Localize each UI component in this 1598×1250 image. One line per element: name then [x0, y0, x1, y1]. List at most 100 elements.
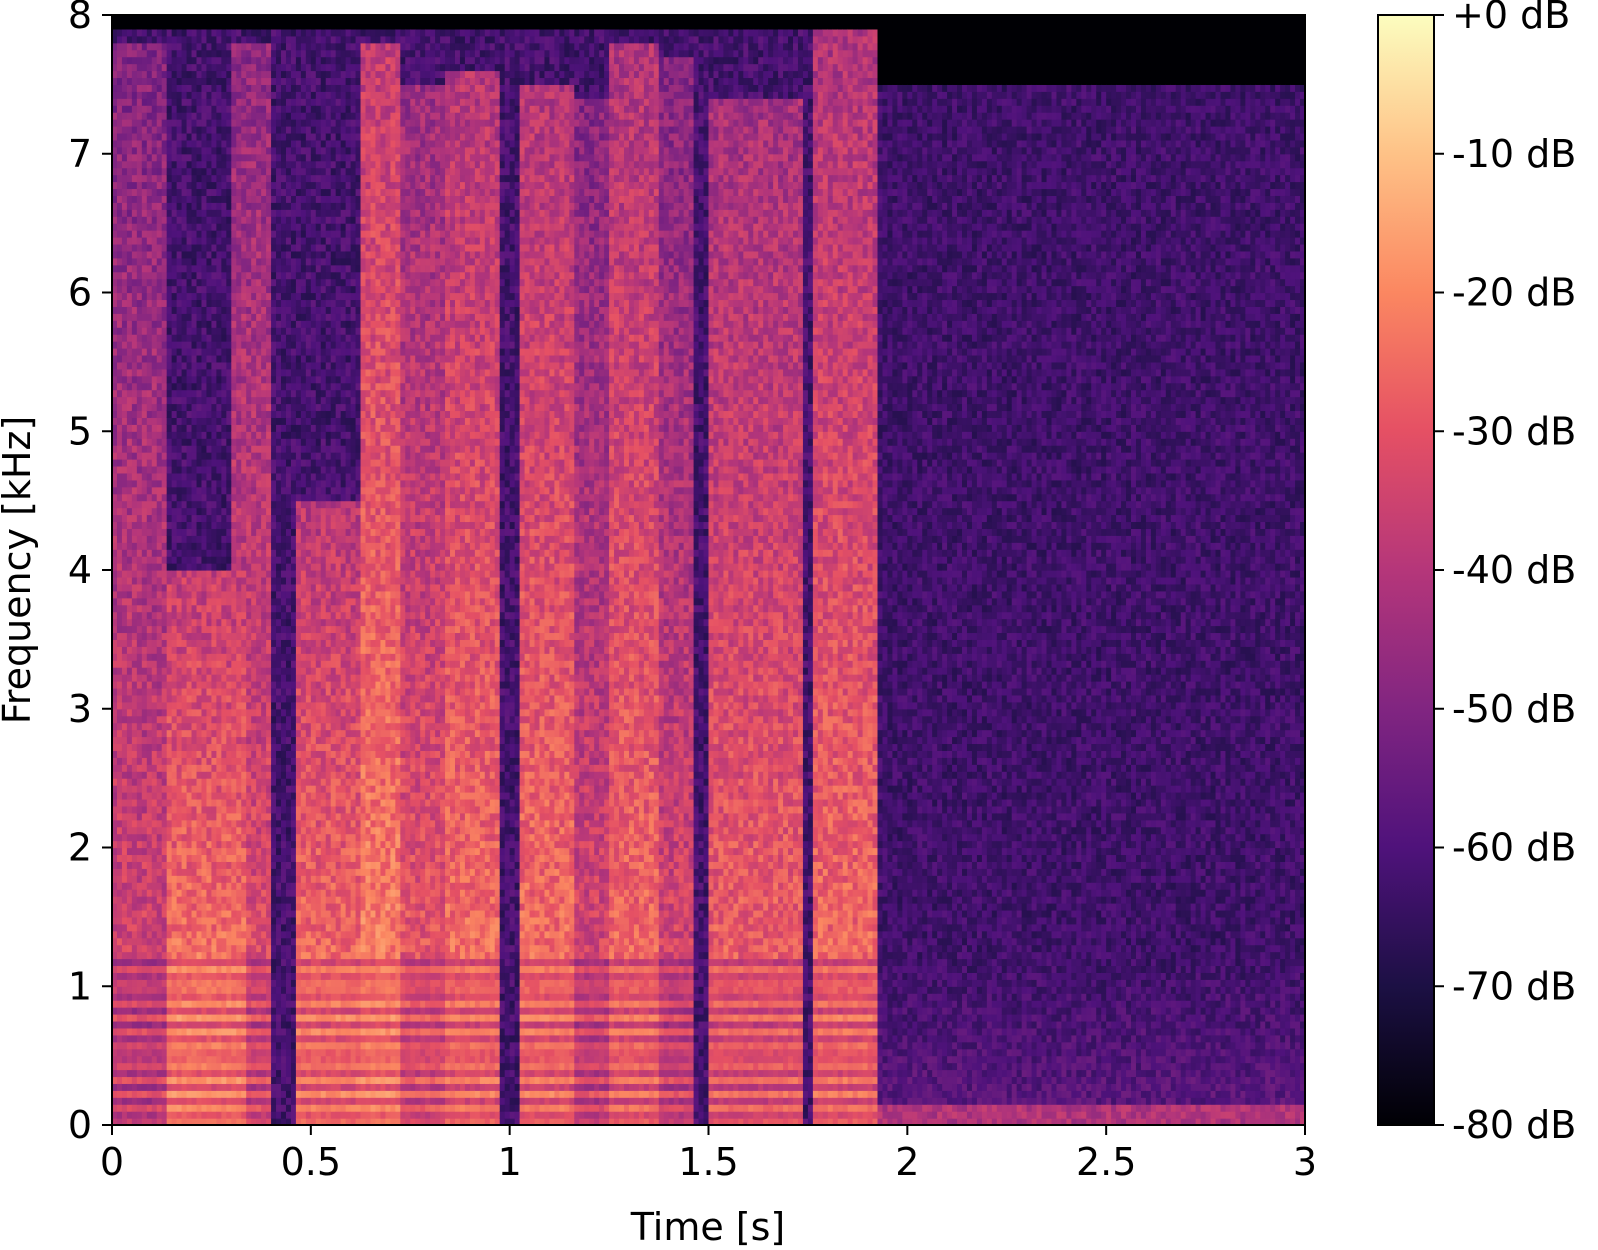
heatmap-cell [167, 591, 173, 599]
heatmap-cell [256, 827, 262, 835]
heatmap-cell [206, 1049, 212, 1057]
heatmap-cell [226, 1090, 232, 1098]
heatmap-cell [172, 1070, 178, 1078]
heatmap-cell [117, 15, 123, 23]
heatmap-cell [211, 972, 217, 980]
heatmap-cell [221, 584, 227, 592]
heatmap-cell [231, 29, 237, 37]
heatmap-cell [266, 1104, 272, 1112]
heatmap-cell [256, 605, 262, 613]
heatmap-cell [256, 903, 262, 911]
heatmap-cell [251, 487, 257, 495]
heatmap-cell [117, 903, 123, 911]
heatmap-cell [167, 674, 173, 682]
heatmap-cell [206, 1076, 212, 1084]
heatmap-cell [246, 972, 252, 980]
heatmap-cell [187, 612, 193, 620]
heatmap-cell [256, 841, 262, 849]
heatmap-cell [187, 1056, 193, 1064]
heatmap-cell [211, 681, 217, 689]
heatmap-cell [192, 487, 198, 495]
heatmap-cell [226, 334, 232, 342]
heatmap-cell [236, 1083, 242, 1091]
heatmap-cell [261, 924, 267, 932]
heatmap-cell [127, 813, 133, 821]
heatmap-cell [246, 799, 252, 807]
heatmap-cell [157, 154, 163, 162]
heatmap-cell [246, 161, 252, 169]
heatmap-cell [162, 77, 168, 85]
heatmap-cell [117, 875, 123, 883]
heatmap-cell [206, 376, 212, 384]
heatmap-cell [142, 515, 148, 523]
heatmap-cell [261, 619, 267, 627]
heatmap-cell [192, 737, 198, 745]
heatmap-cell [256, 29, 262, 37]
heatmap-cell [197, 175, 203, 183]
heatmap-cell [172, 632, 178, 640]
heatmap-cell [221, 556, 227, 564]
heatmap-cell [152, 723, 158, 731]
heatmap-cell [132, 570, 138, 578]
heatmap-cell [206, 320, 212, 328]
heatmap-cell [162, 362, 168, 370]
heatmap-cell [192, 521, 198, 529]
heatmap-cell [251, 688, 257, 696]
heatmap-cell [122, 556, 128, 564]
heatmap-cell [177, 743, 183, 751]
heatmap-cell [147, 993, 153, 1001]
heatmap-cell [201, 195, 207, 203]
heatmap-cell [132, 508, 138, 516]
heatmap-cell [127, 598, 133, 606]
heatmap-cell [236, 473, 242, 481]
heatmap-cell [127, 1063, 133, 1071]
heatmap-cell [122, 896, 128, 904]
heatmap-cell [137, 1021, 143, 1029]
heatmap-cell [157, 1021, 163, 1029]
heatmap-cell [132, 993, 138, 1001]
heatmap-cell [157, 549, 163, 557]
heatmap-cell [172, 508, 178, 516]
heatmap-cell [172, 570, 178, 578]
heatmap-cell [162, 397, 168, 405]
heatmap-cell [251, 112, 257, 120]
heatmap-cell [201, 188, 207, 196]
heatmap-cell [246, 702, 252, 710]
heatmap-cell [261, 299, 267, 307]
heatmap-cell [236, 959, 242, 967]
heatmap-cell [221, 1076, 227, 1084]
heatmap-cell [211, 986, 217, 994]
heatmap-cell [261, 1056, 267, 1064]
heatmap-cell [251, 230, 257, 238]
heatmap-cell [246, 1097, 252, 1105]
heatmap-cell [197, 903, 203, 911]
heatmap-cell [177, 1083, 183, 1091]
heatmap-cell [256, 327, 262, 335]
heatmap-cell [206, 757, 212, 765]
heatmap-cell [246, 646, 252, 654]
heatmap-cell [167, 1042, 173, 1050]
heatmap-cell [236, 875, 242, 883]
heatmap-cell [251, 764, 257, 772]
heatmap-cell [127, 848, 133, 856]
heatmap-cell [147, 397, 153, 405]
heatmap-cell [162, 521, 168, 529]
heatmap-cell [241, 764, 247, 772]
heatmap-cell [157, 848, 163, 856]
heatmap-cell [157, 799, 163, 807]
heatmap-cell [201, 133, 207, 141]
heatmap-cell [117, 1000, 123, 1008]
heatmap-cell [246, 938, 252, 946]
heatmap-cell [197, 778, 203, 786]
heatmap-cell [157, 334, 163, 342]
heatmap-cell [201, 376, 207, 384]
heatmap-cell [256, 57, 262, 65]
heatmap-cell [132, 1063, 138, 1071]
heatmap-cell [167, 334, 173, 342]
heatmap-cell [122, 105, 128, 113]
heatmap-cell [152, 202, 158, 210]
heatmap-cell [201, 848, 207, 856]
heatmap-cell [132, 591, 138, 599]
heatmap-cell [187, 119, 193, 127]
heatmap-cell [266, 896, 272, 904]
